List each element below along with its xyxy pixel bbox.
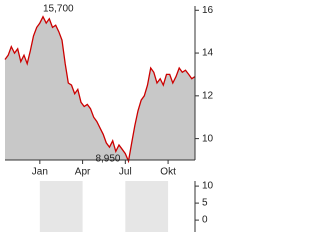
x-tick-label: Apr bbox=[75, 167, 91, 178]
y-tick-label: 10 bbox=[202, 133, 214, 144]
price-line bbox=[4, 15, 196, 164]
period-band bbox=[39, 181, 83, 232]
x-tick-label: Okt bbox=[160, 167, 176, 178]
chart: 16 14 12 10 Jan Apr Jul Okt 15,700 8,950 10 5 0 bbox=[4, 3, 214, 232]
y-tick-label: 16 bbox=[202, 5, 214, 16]
y-tick-label: 5 bbox=[202, 198, 208, 209]
area-fill bbox=[5, 16, 195, 162]
x-tick-label: Jul bbox=[119, 167, 132, 178]
y-tick-label: 12 bbox=[202, 90, 214, 101]
x-tick-label: Jan bbox=[32, 167, 48, 178]
y-tick-label: 10 bbox=[202, 181, 214, 192]
annotation: 8,950 bbox=[95, 154, 120, 165]
annotation: 15,700 bbox=[43, 3, 74, 14]
y-tick-label: 0 bbox=[202, 215, 208, 226]
y-tick-label: 14 bbox=[202, 48, 214, 59]
period-band bbox=[125, 181, 169, 232]
